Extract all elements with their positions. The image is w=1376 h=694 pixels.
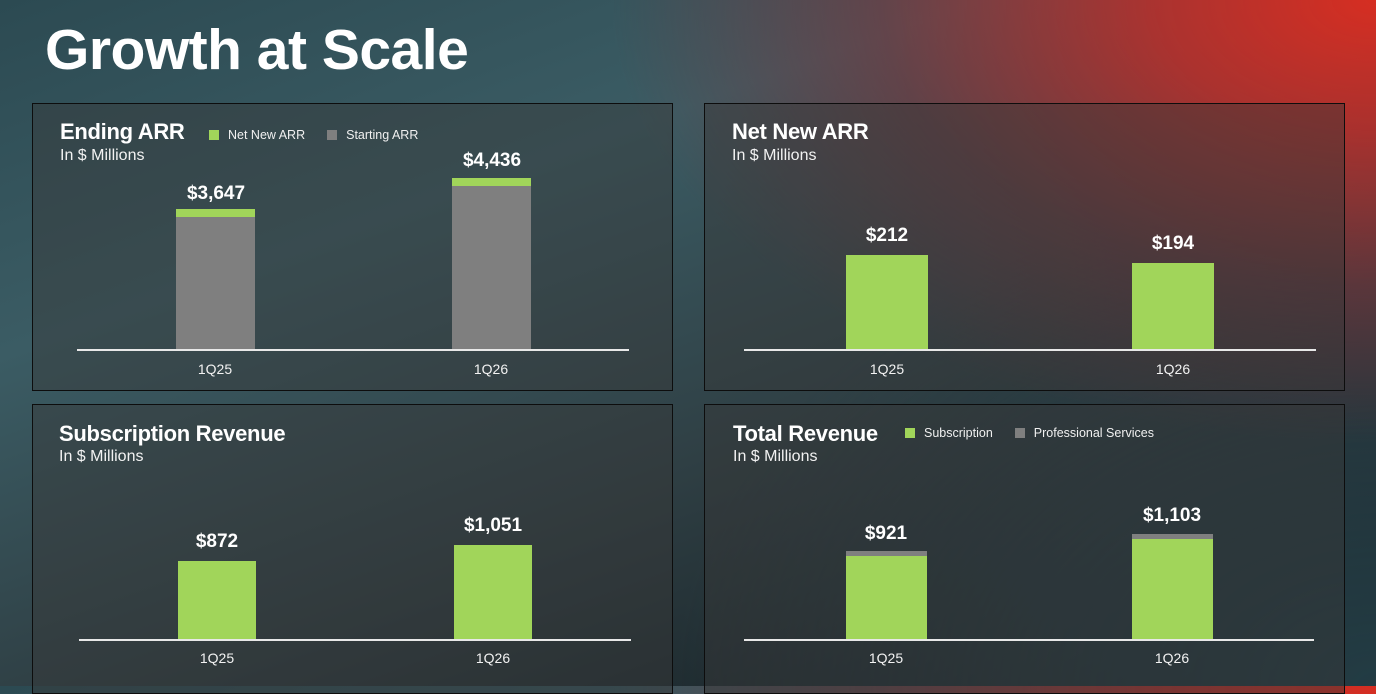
total-revenue-title: Total Revenue bbox=[733, 421, 878, 446]
legend-item-net-new-arr: Net New ARR bbox=[209, 128, 305, 142]
legend-label: Professional Services bbox=[1033, 426, 1154, 440]
bar-value-label: $4,436 bbox=[462, 150, 522, 171]
legend-item-subscription: Subscription bbox=[905, 426, 993, 440]
bar-segment-subscription bbox=[1132, 539, 1213, 639]
legend-label: Starting ARR bbox=[346, 128, 419, 142]
net-new-arr-title: Net New ARR bbox=[732, 119, 869, 144]
category-label: 1Q25 bbox=[869, 361, 905, 377]
subscription-revenue-panel: Subscription Revenue In $ Millions $872 … bbox=[32, 404, 673, 694]
total-revenue-panel: Total Revenue In $ Millions Subscription… bbox=[704, 404, 1345, 694]
legend-label: Net New ARR bbox=[228, 128, 306, 142]
bar-value-label: $212 bbox=[865, 225, 909, 246]
grey-swatch-icon bbox=[1014, 428, 1025, 438]
ending-arr-title: Ending ARR bbox=[60, 119, 185, 144]
net-new-arr-subtitle: In $ Millions bbox=[732, 147, 817, 164]
ending-arr-subtitle: In $ Millions bbox=[60, 147, 145, 164]
category-label: 1Q25 bbox=[868, 650, 904, 666]
x-axis-line bbox=[744, 639, 1314, 641]
bar-value-label: $921 bbox=[864, 523, 908, 544]
bar-segment-net-new-arr bbox=[452, 178, 531, 186]
bar-segment-starting-arr bbox=[452, 186, 531, 349]
grey-swatch-icon bbox=[327, 130, 338, 140]
bar-1q26 bbox=[452, 178, 531, 349]
legend-item-starting-arr: Starting ARR bbox=[327, 128, 418, 142]
bar-segment-professional-services bbox=[846, 551, 927, 556]
net-new-arr-panel: Net New ARR In $ Millions $212 $194 1Q25… bbox=[704, 103, 1345, 391]
ending-arr-panel: Ending ARR In $ Millions Net New ARR Sta… bbox=[32, 103, 673, 391]
total-revenue-subtitle: In $ Millions bbox=[733, 448, 818, 465]
ending-arr-legend: Net New ARR Starting ARR bbox=[209, 128, 440, 142]
bar-1q25 bbox=[846, 255, 928, 349]
category-label: 1Q26 bbox=[473, 361, 509, 377]
x-axis-line bbox=[77, 349, 629, 351]
bar-value-label: $1,051 bbox=[463, 515, 523, 536]
bar-1q25 bbox=[176, 209, 255, 349]
bar-1q25 bbox=[178, 561, 256, 639]
category-label: 1Q26 bbox=[1155, 361, 1191, 377]
bar-value-label: $194 bbox=[1151, 233, 1195, 254]
page-title: Growth at Scale bbox=[45, 18, 469, 82]
legend-item-professional-services: Professional Services bbox=[1014, 426, 1154, 440]
green-swatch-icon bbox=[905, 428, 915, 438]
bar-value-label: $3,647 bbox=[186, 183, 246, 204]
category-label: 1Q25 bbox=[197, 361, 233, 377]
bar-segment-subscription bbox=[846, 556, 927, 639]
x-axis-line bbox=[79, 639, 631, 641]
bar-1q26 bbox=[1132, 534, 1213, 639]
legend-label: Subscription bbox=[924, 426, 993, 440]
bar-value-label: $1,103 bbox=[1142, 505, 1202, 526]
category-label: 1Q25 bbox=[199, 650, 235, 666]
green-swatch-icon bbox=[209, 130, 219, 140]
category-label: 1Q26 bbox=[1154, 650, 1190, 666]
bar-segment-starting-arr bbox=[176, 217, 255, 349]
total-revenue-legend: Subscription Professional Services bbox=[905, 426, 1176, 440]
category-label: 1Q26 bbox=[475, 650, 511, 666]
bar-1q25 bbox=[846, 551, 927, 639]
bar-segment-professional-services bbox=[1132, 534, 1213, 539]
bar-1q26 bbox=[454, 545, 532, 639]
x-axis-line bbox=[744, 349, 1316, 351]
subscription-revenue-title: Subscription Revenue bbox=[59, 421, 286, 446]
bar-1q26 bbox=[1132, 263, 1214, 349]
subscription-revenue-subtitle: In $ Millions bbox=[59, 448, 144, 465]
bar-segment-net-new-arr bbox=[176, 209, 255, 217]
bar-value-label: $872 bbox=[195, 531, 239, 552]
